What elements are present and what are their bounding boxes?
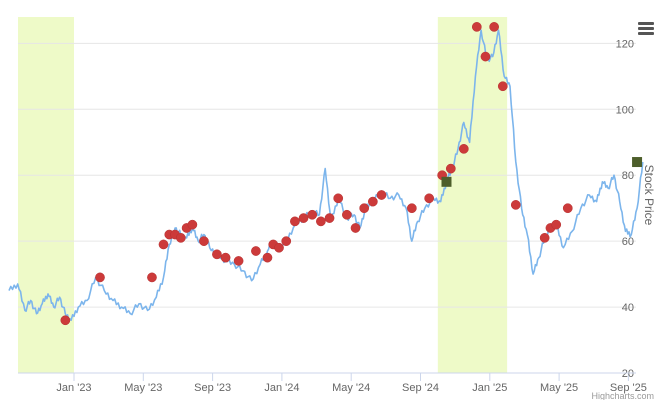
- trade-marker[interactable]: [220, 252, 231, 263]
- trade-marker[interactable]: [281, 236, 292, 246]
- x-tick-label: Sep '25: [610, 382, 647, 394]
- y-tick-label: 80: [622, 170, 634, 182]
- x-tick-label: May '24: [332, 382, 370, 394]
- trade-marker[interactable]: [562, 203, 573, 214]
- trade-marker[interactable]: [147, 272, 157, 283]
- y-axis-title: Stock Price: [642, 165, 656, 226]
- trade-marker[interactable]: [342, 209, 352, 220]
- trade-marker[interactable]: [471, 22, 482, 32]
- x-tick-label: Sep '24: [402, 382, 439, 394]
- trade-marker[interactable]: [368, 196, 378, 207]
- trade-marker[interactable]: [445, 163, 456, 174]
- trade-marker[interactable]: [274, 242, 284, 253]
- trade-marker[interactable]: [497, 81, 508, 92]
- menu-bar-icon: [638, 27, 654, 30]
- menu-bar-icon: [638, 22, 654, 25]
- trade-marker[interactable]: [158, 239, 169, 250]
- highlight-band-2: [437, 17, 508, 373]
- x-tick-label: Jan '25: [472, 382, 507, 394]
- highlight-bands: [18, 17, 508, 373]
- square-marker[interactable]: [441, 176, 452, 187]
- price-series: [8, 29, 644, 322]
- trade-marker[interactable]: [307, 209, 318, 220]
- trade-marker[interactable]: [60, 315, 71, 326]
- grid-lines: [18, 42, 636, 374]
- trade-marker[interactable]: [298, 213, 309, 223]
- chart-menu-button[interactable]: [636, 20, 656, 38]
- trade-marker[interactable]: [458, 144, 469, 154]
- trade-marker[interactable]: [187, 219, 198, 230]
- x-tick-label: May '25: [540, 382, 578, 394]
- trade-marker[interactable]: [424, 193, 435, 204]
- y-tick-label: 120: [616, 38, 634, 50]
- y-tick-label: 20: [622, 368, 634, 380]
- x-tick-label: Jan '23: [56, 382, 91, 394]
- trade-marker[interactable]: [376, 190, 387, 200]
- trade-marker[interactable]: [480, 51, 491, 62]
- trade-markers: [60, 22, 643, 326]
- trade-marker[interactable]: [359, 203, 370, 214]
- trade-marker[interactable]: [333, 193, 344, 204]
- trade-marker[interactable]: [539, 233, 550, 243]
- credits-link[interactable]: Highcharts.com: [591, 391, 654, 400]
- trade-marker[interactable]: [290, 216, 300, 227]
- trade-marker[interactable]: [251, 246, 261, 256]
- y-axis-ticks: 20 40 60 80 100 120: [616, 38, 634, 380]
- trade-marker[interactable]: [324, 213, 335, 223]
- y-tick-label: 40: [622, 302, 634, 314]
- trade-marker[interactable]: [199, 236, 209, 246]
- y-tick-label: 100: [616, 104, 634, 116]
- trade-marker[interactable]: [212, 249, 222, 260]
- trade-marker[interactable]: [316, 216, 326, 227]
- trade-marker[interactable]: [489, 22, 499, 32]
- trade-marker[interactable]: [406, 203, 417, 214]
- trade-marker[interactable]: [551, 219, 562, 230]
- trade-marker[interactable]: [510, 200, 521, 210]
- y-tick-label: 60: [622, 236, 634, 248]
- x-tick-label: May '23: [124, 382, 162, 394]
- square-marker[interactable]: [632, 157, 643, 168]
- menu-bar-icon: [638, 32, 654, 35]
- trade-marker[interactable]: [262, 252, 273, 263]
- trade-marker[interactable]: [233, 256, 244, 266]
- x-axis-ticks: Jan '23 May '23 Sep '23 Jan '24 May '24 Sep '…: [56, 373, 647, 394]
- trade-marker[interactable]: [350, 223, 361, 233]
- x-tick-label: Jan '24: [264, 382, 299, 394]
- price-line: [8, 29, 644, 322]
- trade-marker[interactable]: [175, 233, 186, 243]
- trade-marker[interactable]: [95, 272, 105, 283]
- x-tick-label: Sep '23: [194, 382, 231, 394]
